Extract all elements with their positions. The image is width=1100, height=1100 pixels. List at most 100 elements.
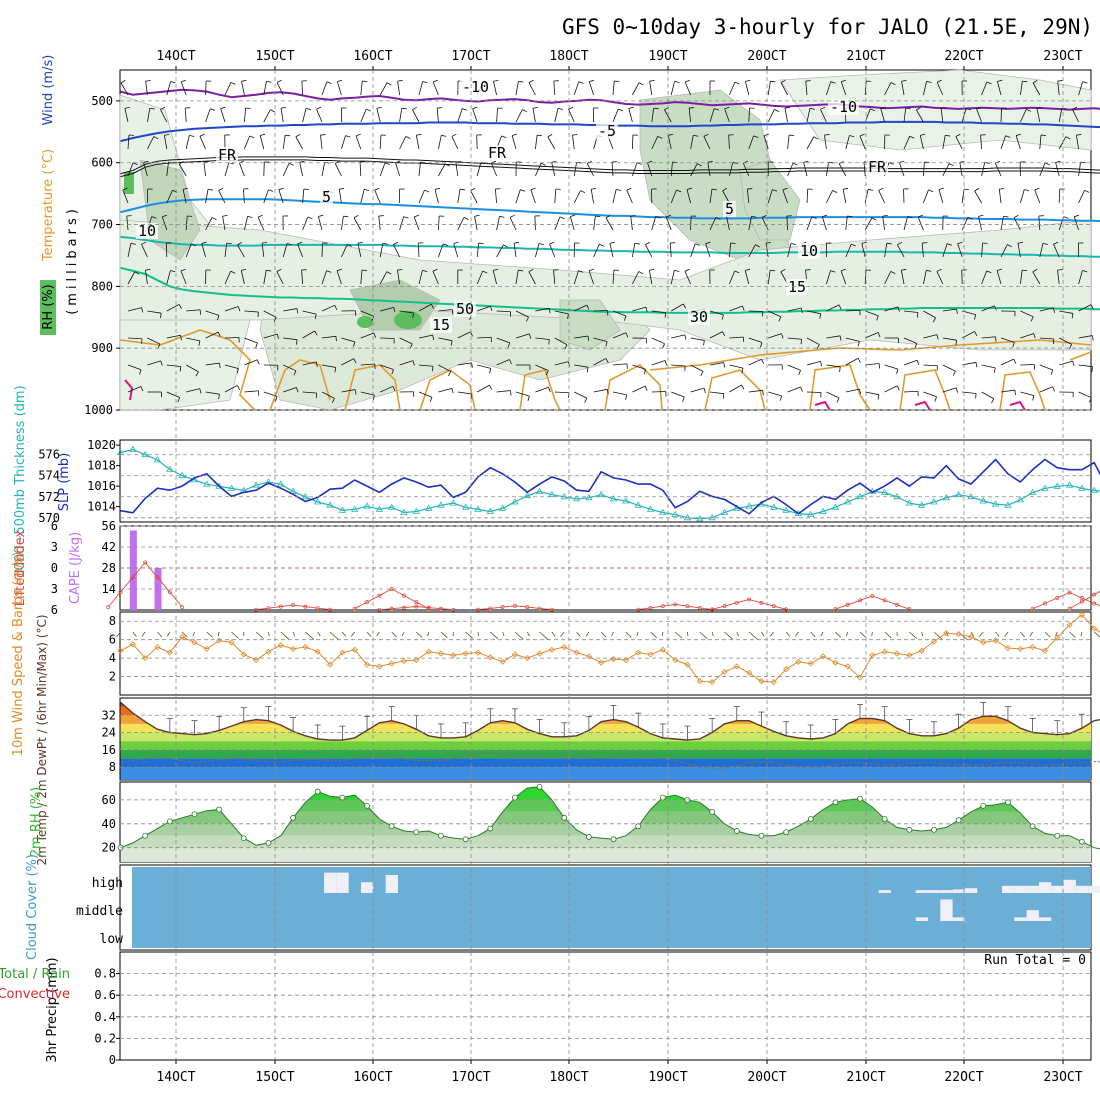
- wind-barb: [535, 135, 538, 150]
- thickness-marker: [387, 503, 396, 510]
- wind-barb-10m: [576, 631, 581, 637]
- wind-barb: [669, 243, 672, 258]
- wind-barb: [1000, 244, 1008, 258]
- ytick-t2m: 32: [102, 708, 116, 722]
- wind-barb-flag: [1044, 162, 1050, 166]
- isotherm-20-1: [269, 359, 331, 411]
- wind-barb-flag: [285, 134, 291, 137]
- wind-barb-flag: [451, 309, 454, 315]
- li-line: [711, 599, 787, 610]
- wind-barb-10m: [724, 631, 733, 640]
- wind-barb: [127, 162, 134, 177]
- ytick-label: 800: [91, 279, 113, 293]
- wind-barb: [434, 189, 439, 204]
- isotherm-20-10: [999, 371, 1046, 411]
- wind-barb: [923, 189, 929, 204]
- wind-barb-flag: [800, 386, 803, 392]
- temp-band: [120, 767, 1091, 780]
- li-line: [256, 604, 331, 611]
- wind-barb-flag: [820, 361, 823, 367]
- wind-barb: [301, 270, 303, 285]
- wind-speed-marker: [980, 639, 987, 646]
- xtick-label-top: 16OCT: [353, 49, 392, 64]
- wind-barb-flag: [876, 315, 879, 321]
- wind-barb: [974, 190, 982, 204]
- wind-barb: [205, 310, 220, 316]
- wind-barb-10m: [350, 631, 356, 637]
- thickness-marker: [1053, 482, 1061, 489]
- wind-barb: [341, 135, 346, 150]
- wind-barb-flag: [586, 304, 590, 310]
- li-marker: [636, 607, 641, 612]
- wind-barb: [996, 81, 1002, 96]
- thickness-marker: [166, 465, 174, 472]
- li-marker: [907, 607, 912, 612]
- thickness-marker: [954, 490, 963, 498]
- li-marker: [537, 606, 542, 611]
- xtick-label-bottom: 17OCT: [451, 1070, 490, 1085]
- wind-barb-flag: [878, 187, 884, 191]
- wind-barb: [863, 162, 866, 177]
- panel-frame-precip: [119, 951, 1092, 1061]
- wind-barb-flag: [781, 333, 784, 339]
- wind-barb: [222, 216, 226, 231]
- wind-barb: [496, 310, 511, 313]
- wind-barb: [457, 362, 472, 366]
- wind-barb: [263, 310, 277, 318]
- wind-barb-flag: [1055, 160, 1061, 163]
- ytick-label: 700: [91, 218, 113, 232]
- wind-barb: [942, 364, 956, 372]
- xtick-label-top: 23OCT: [1043, 49, 1082, 64]
- wind-barb: [380, 364, 394, 370]
- wind-barb: [729, 81, 736, 96]
- wind-barb: [903, 108, 907, 123]
- wind-barb: [295, 136, 303, 150]
- wind-speed-marker: [203, 645, 210, 652]
- contour-label: 5: [322, 188, 331, 206]
- wind-speed-marker: [1004, 644, 1011, 652]
- li-marker: [352, 606, 357, 611]
- li-line: [477, 605, 552, 611]
- wind-barb: [451, 136, 459, 150]
- thickness-marker: [153, 456, 162, 463]
- wind-barb: [942, 337, 957, 341]
- wind-barb: [237, 244, 245, 258]
- wind-barb-flag: [489, 385, 493, 390]
- wind-barb-flag: [164, 133, 170, 136]
- wind-barb: [707, 162, 711, 177]
- wind-barb-flag: [548, 387, 551, 393]
- rh-marker: [265, 839, 272, 846]
- wind-barb: [360, 108, 367, 123]
- wind-barb: [611, 162, 614, 177]
- wind-barb: [124, 108, 129, 123]
- wind-barb-flag: [143, 160, 149, 163]
- thickness-marker: [511, 498, 519, 505]
- wind-barb-flag: [1090, 304, 1094, 310]
- wind-barb-flag: [897, 306, 900, 312]
- yaxis-title-cloud: Cloud Cover (%): [25, 854, 40, 960]
- wind-barb: [957, 243, 963, 258]
- thickness-marker: [930, 498, 938, 505]
- wind-barb: [496, 244, 504, 258]
- wind-barb: [805, 81, 808, 96]
- wind-barb: [201, 243, 206, 258]
- wind-barb-flag: [695, 243, 701, 246]
- wind-barb: [826, 270, 831, 285]
- wind-barb-flag: [997, 268, 1003, 271]
- wind-barb: [166, 190, 173, 204]
- rh-marker: [388, 823, 395, 830]
- wind-barb: [1000, 389, 1015, 393]
- wind-barb: [147, 310, 162, 314]
- temp-band: [120, 749, 1091, 759]
- wind-barb: [474, 216, 478, 231]
- rh-marker: [142, 832, 149, 839]
- wind-barb: [472, 108, 478, 123]
- contour-label: -10: [462, 78, 489, 96]
- wind-barb-flag: [886, 242, 892, 245]
- wind-barb: [782, 189, 788, 204]
- wind-barb: [729, 336, 744, 339]
- wind-barb-flag: [664, 360, 668, 366]
- wind-barb: [942, 308, 957, 312]
- wind-speed-marker: [400, 657, 408, 664]
- wind-barb-flag: [830, 81, 836, 84]
